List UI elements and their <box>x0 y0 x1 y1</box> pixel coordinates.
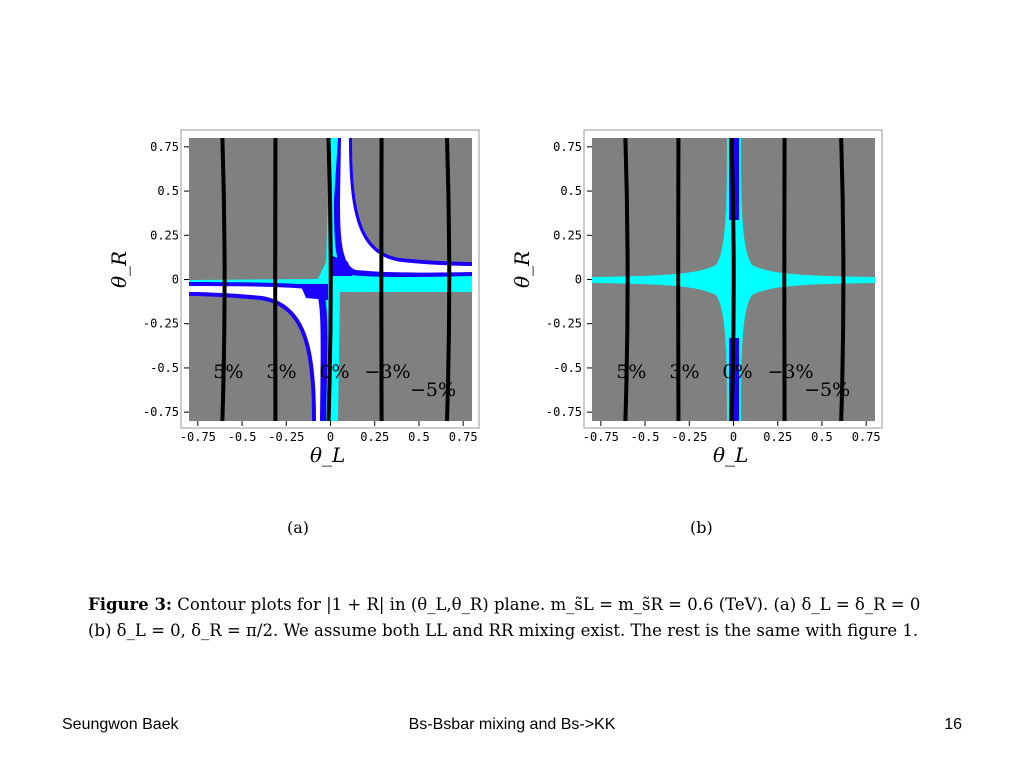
blue-region-a-upper <box>334 138 472 277</box>
y-tick-label-b: 0.5 <box>560 184 582 198</box>
contour-line-b <box>623 138 630 421</box>
x-tick-label-a: -0.5 <box>228 430 257 444</box>
blue-patch-a-center-upper <box>330 255 352 276</box>
footer-author: Seungwon Baek <box>62 716 179 733</box>
contour-line-a <box>326 138 333 421</box>
y-tick-label-b: -0.75 <box>546 405 582 419</box>
x-tick-label-b: 0.25 <box>763 430 792 444</box>
blue-region-a-lower <box>189 282 328 421</box>
footer-page-number: 16 <box>944 716 962 733</box>
y-tick-label-b: 0.75 <box>553 140 582 154</box>
x-tick-label-b: 0.75 <box>852 430 881 444</box>
y-axis-title-a: θ_R <box>107 251 131 288</box>
x-tick-label-b: -0.5 <box>631 430 660 444</box>
contour-label-a: −5% <box>410 379 456 401</box>
y-axis-title-b: θ_R <box>510 251 534 288</box>
panel-label-b: (b) <box>690 518 713 537</box>
white-region-a-lower <box>189 286 321 421</box>
blue-patch-a-center-lower <box>300 284 328 300</box>
region-layers-b <box>592 138 875 421</box>
y-tick-label-a: -0.5 <box>150 361 179 375</box>
plot-panel-a: -0.75 -0.5 -0.25 0 0.25 0.5 0.75 0.75 0.5 0.25 0 -0… <box>107 129 480 467</box>
contour-label-a: 5% <box>213 361 243 383</box>
x-tick-label-a: 0.25 <box>360 430 389 444</box>
contour-line-a <box>445 138 452 421</box>
y-tick-label-b: -0.5 <box>553 361 582 375</box>
x-tick-label-b: -0.25 <box>671 430 707 444</box>
x-tick-label-b: -0.75 <box>583 430 619 444</box>
contour-lines-a <box>220 138 452 421</box>
contour-labels-a: 5% 3% 0% −3%−5% <box>213 361 456 401</box>
contour-label-b: 3% <box>669 361 699 383</box>
panel-label-a: (a) <box>287 518 310 537</box>
x-tick-label-b: 0.5 <box>811 430 833 444</box>
tick-labels-a: -0.75 -0.5 -0.25 0 0.25 0.5 0.75 0.75 0.5 0.25 0 -0… <box>143 140 478 444</box>
y-tick-label-a: 0.25 <box>150 228 179 242</box>
y-tick-label-a: 0.5 <box>157 184 179 198</box>
y-tick-label-a: 0 <box>172 273 179 287</box>
x-tick-label-a: -0.25 <box>268 430 304 444</box>
y-tick-label-a: -0.25 <box>143 317 179 331</box>
x-tick-label-a: 0 <box>327 430 334 444</box>
x-tick-label-a: 0.75 <box>449 430 478 444</box>
y-tick-label-b: -0.25 <box>546 317 582 331</box>
plot-panel-b: -0.75 -0.5 -0.25 0 0.25 0.5 0.75 0.75 0.5 0.25 0 -0… <box>510 129 883 467</box>
y-tick-label-b: 0 <box>575 273 582 287</box>
contour-label-a: 0% <box>319 361 349 383</box>
region-layers-a <box>189 138 472 421</box>
x-axis-title-b: θ_L <box>713 443 748 467</box>
x-tick-label-a: 0.5 <box>408 430 430 444</box>
contour-label-b: 0% <box>722 361 752 383</box>
contour-label-b: −5% <box>804 379 850 401</box>
contour-labels-b: 5% 3% 0% −3%−5% <box>616 361 850 401</box>
y-tick-label-b: 0.25 <box>553 228 582 242</box>
white-region-a-upper <box>340 138 472 273</box>
x-tick-label-a: -0.75 <box>180 430 216 444</box>
caption-label: Figure 3: <box>88 595 173 614</box>
contour-line-b <box>729 138 736 421</box>
x-axis-title-a: θ_L <box>310 443 345 467</box>
y-tick-label-a: -0.75 <box>143 405 179 419</box>
y-tick-label-a: 0.75 <box>150 140 179 154</box>
contour-line-b <box>839 138 846 421</box>
contour-label-a: 3% <box>266 361 296 383</box>
x-tick-label-b: 0 <box>730 430 737 444</box>
contour-label-a: −3% <box>365 361 411 383</box>
contour-label-b: 5% <box>616 361 646 383</box>
footer-title: Bs-Bsbar mixing and Bs->KK <box>408 716 616 733</box>
contour-lines-b <box>623 138 846 421</box>
figure-caption: Figure 3: Contour plots for |1 + R| in (… <box>88 592 938 644</box>
tick-labels-b: -0.75 -0.5 -0.25 0 0.25 0.5 0.75 0.75 0.5 0.25 0 -0… <box>546 140 881 444</box>
contour-label-b: −3% <box>768 361 814 383</box>
caption-text: Contour plots for |1 + R| in (θ_L,θ_R) p… <box>88 595 921 640</box>
contour-line-a <box>220 138 227 421</box>
